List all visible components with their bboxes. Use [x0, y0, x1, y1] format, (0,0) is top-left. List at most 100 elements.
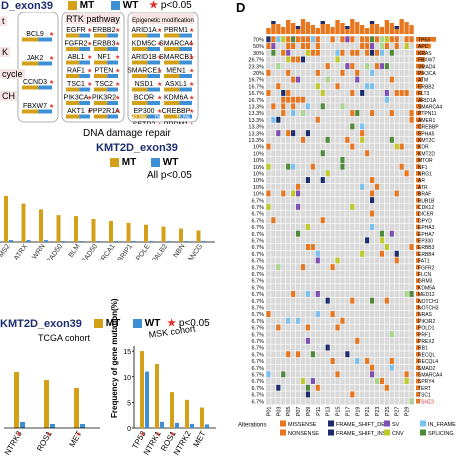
mt-bar	[14, 372, 19, 428]
mutation-cell	[389, 49, 394, 56]
wt-bar	[166, 241, 171, 242]
legend-swatch	[420, 429, 426, 436]
gene-name: SMARCA4	[159, 41, 193, 48]
mt-bar	[140, 351, 144, 428]
mini-value: 42.9%	[132, 115, 147, 121]
mutation-cell	[384, 244, 389, 250]
gene-name: SMAD4	[418, 64, 435, 70]
sig-star-icon: ★	[16, 431, 21, 438]
mutation-cell	[325, 297, 330, 304]
mutation-cell	[384, 96, 389, 103]
gene-side-bar	[416, 63, 424, 69]
gene-side-bar	[416, 305, 420, 310]
mutation-cell	[384, 43, 389, 49]
mutation-cell	[291, 291, 296, 297]
mutation-cell	[276, 264, 281, 271]
gene-name: SPRY4	[418, 379, 435, 385]
gene-side-bar	[416, 365, 420, 370]
mutation-cell	[394, 143, 399, 150]
gene-frequency: 6.7%	[251, 252, 264, 258]
mutation-cell	[365, 358, 370, 364]
mt-bar	[39, 209, 43, 242]
wt-bar	[190, 423, 194, 428]
wt-legend-swatch	[151, 157, 161, 167]
mutation-cell	[350, 297, 355, 304]
mutation-cell	[320, 90, 325, 96]
mutation-cell	[360, 123, 365, 130]
gene-frequency: 10%	[253, 158, 264, 164]
gene-side-bar	[416, 104, 422, 109]
sig-star-icon: ★	[115, 81, 120, 88]
mutation-cell	[379, 250, 384, 257]
gene-name: EP300	[133, 108, 154, 115]
mutation-cell	[315, 49, 320, 56]
wt-mini-bar	[38, 37, 52, 42]
mutation-cell	[315, 311, 320, 317]
mutation-cell	[374, 49, 380, 56]
mutation-cell	[394, 36, 399, 43]
gene-name: TSC1	[67, 81, 85, 88]
gene-name: BCL9	[26, 31, 44, 38]
mutation-cell	[379, 230, 384, 237]
mutation-cell	[300, 264, 306, 271]
mutation-cell	[330, 311, 335, 317]
mutation-cell	[320, 103, 325, 110]
gene-frequency: 20%	[253, 71, 264, 77]
mutation-cell	[296, 56, 301, 63]
mutation-cell	[281, 49, 286, 56]
mutation-cell	[276, 324, 281, 331]
mutation-cell	[286, 43, 291, 49]
sig-star-icon: ★	[115, 27, 120, 34]
mutation-cell	[305, 391, 310, 398]
mutation-cell	[404, 36, 409, 43]
gene-side-bar	[416, 70, 424, 76]
legend-swatch	[328, 420, 334, 427]
mutation-cell	[315, 83, 320, 90]
gene-name: ERBB2	[93, 27, 116, 34]
mutation-cell	[300, 136, 306, 143]
sig-star-icon: ★	[157, 41, 162, 48]
mt-bar	[44, 380, 49, 428]
mutation-cell	[404, 371, 409, 378]
gene-frequency: 16.7%	[248, 98, 264, 104]
wt-mini-bar	[179, 47, 192, 51]
mutation-cell	[379, 43, 384, 49]
patient-label: P05	[286, 407, 292, 417]
x-tick-label: PALB2	[151, 243, 169, 260]
mutation-cell	[296, 203, 301, 210]
mutation-cell	[305, 177, 310, 183]
gene-frequency: 6.7%	[251, 386, 264, 392]
mutation-cell	[296, 351, 301, 358]
mt-bar	[155, 363, 159, 428]
mutation-cell	[305, 384, 310, 391]
gene-side-bar	[416, 171, 421, 176]
gene-frequency: 10%	[253, 151, 264, 157]
gene-frequency: 6.7%	[251, 393, 264, 399]
mutation-cell	[384, 36, 389, 43]
gene-name: ERBB3	[418, 245, 435, 251]
top-summary-bar	[404, 22, 409, 34]
sig-star-icon: ★	[87, 54, 92, 61]
gene-side-bar	[416, 278, 420, 283]
gene-name: KDM6A	[164, 95, 188, 102]
mutation-cell	[271, 116, 276, 123]
legend-label: SV	[392, 422, 400, 428]
mutation-cell	[325, 170, 330, 177]
mutation-cell	[271, 43, 276, 49]
gene-side-bar	[416, 224, 420, 230]
patient-label: P27	[395, 407, 401, 417]
x-tick-label: FANCG	[185, 243, 205, 260]
wt-mini-bar	[147, 114, 160, 119]
gene-side-bar	[416, 191, 421, 196]
gene-name: BUB1B	[418, 198, 435, 204]
gene-name: ARID1A	[131, 27, 157, 34]
side-tag-4: CH	[0, 91, 17, 101]
wt-bar	[20, 422, 25, 428]
gene-name: GRM3	[418, 279, 433, 285]
mutation-cell	[291, 130, 296, 137]
wt-bar	[175, 422, 179, 428]
gene-name: AMER1	[418, 118, 435, 124]
top-summary-bar	[281, 27, 286, 34]
mutation-cell	[281, 190, 286, 197]
mutation-cell	[266, 69, 271, 76]
